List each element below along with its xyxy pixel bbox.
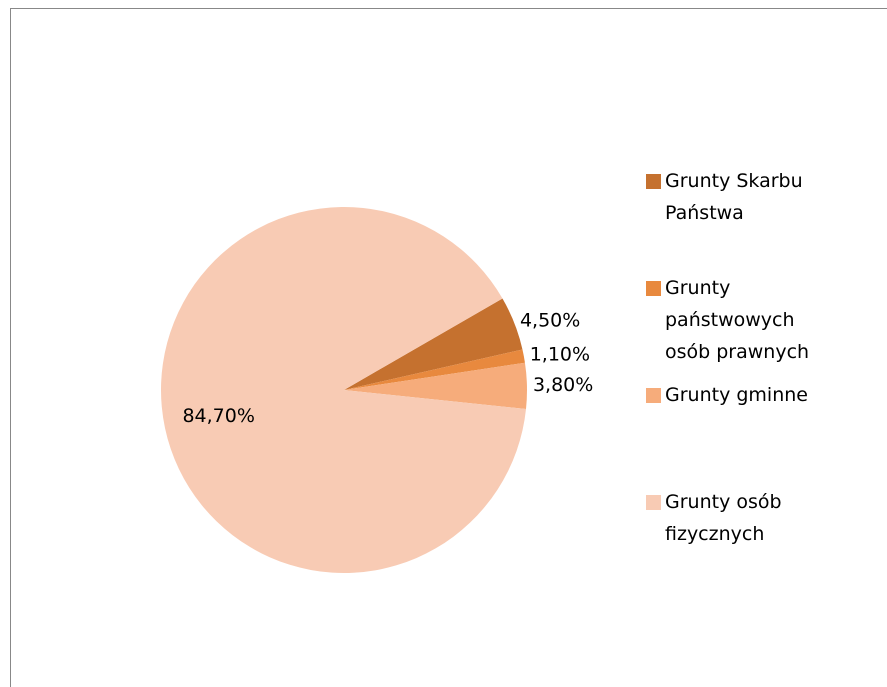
data-label: 4,50% [520,310,580,332]
data-label: 1,10% [530,343,590,365]
data-label: 84,70% [182,405,254,427]
pie-slice [344,362,527,410]
legend-swatch [646,281,661,296]
legend-swatch [646,495,661,510]
legend-item: Grunty państwowych osób prawnych [646,272,846,368]
legend-item: Grunty osób fizycznych [646,486,846,550]
data-label: 3,80% [533,374,593,396]
legend-item: Grunty Skarbu Państwa [646,165,846,229]
legend-item: Grunty gminne [646,379,846,411]
legend-label: Grunty Skarbu Państwa [665,170,803,224]
legend-label: Grunty gminne [665,384,808,406]
legend-swatch [646,174,661,189]
legend-label: Grunty osób fizycznych [665,491,782,545]
pie-slice [161,207,527,574]
legend-swatch [646,388,661,403]
pie-slice [344,349,525,390]
legend-label: Grunty państwowych osób prawnych [665,277,810,363]
pie-slice [344,298,523,390]
